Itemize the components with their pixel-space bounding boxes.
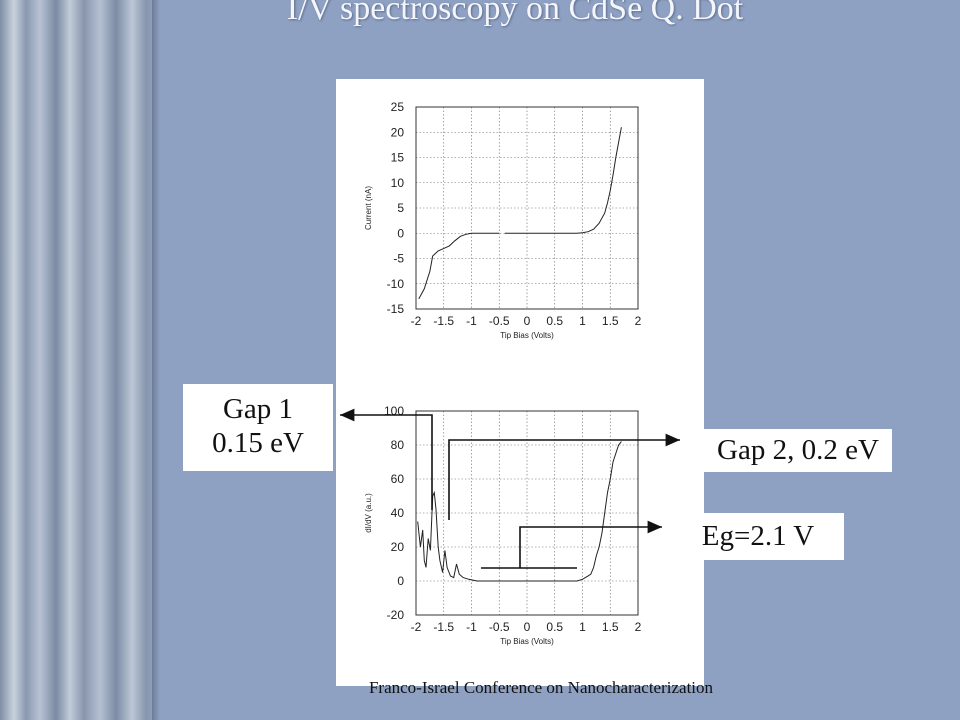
y-tick-label: -20	[387, 608, 405, 622]
plot-frame	[415, 410, 639, 616]
x-tick-label: -1	[466, 314, 477, 328]
y-tick-label: 40	[391, 506, 405, 520]
eg-label: Eg=2.1 V	[672, 513, 844, 560]
gap1-title: Gap 1	[222, 393, 294, 425]
y-tick-label: 60	[391, 472, 405, 486]
y-axis-label: dI/dV (a.u.)	[364, 493, 373, 533]
series-line	[504, 127, 622, 234]
y-tick-label: 20	[391, 540, 405, 554]
x-tick-label: -2	[411, 314, 422, 328]
gap2-arrow	[448, 433, 680, 520]
y-tick-label: -15	[387, 302, 405, 316]
x-tick-label: 1.5	[602, 314, 619, 328]
x-tick-label: 1.5	[602, 620, 619, 634]
y-axis-label: Current (nA)	[364, 186, 373, 230]
eg-arrow	[519, 520, 662, 568]
x-tick-label: 1	[579, 620, 586, 634]
y-tick-label: 10	[391, 176, 405, 190]
y-tick-label: 80	[391, 438, 405, 452]
decorative-side-rail	[0, 0, 160, 720]
x-tick-label: 0.5	[546, 620, 563, 634]
rail-shadow	[152, 0, 160, 720]
y-tick-label: 15	[391, 151, 405, 165]
scanned-figure: -2 -1.5 -1 -0.5 0 0.5 1 1.5 2 25 20 15 10 5 0 -5 -10 -15 T…	[336, 79, 704, 686]
gap1-value: 0.15 eV	[212, 427, 304, 459]
y-tick-label: 5	[397, 201, 404, 215]
y-tick-label: 20	[391, 125, 405, 139]
y-tick-label: 0	[397, 226, 404, 240]
x-tick-label: -1	[466, 620, 477, 634]
x-tick-label: -2	[411, 620, 422, 634]
x-tick-label: 2	[635, 314, 642, 328]
gap2-label: Gap 2, 0.2 eV	[704, 429, 892, 472]
y-tick-label: 25	[391, 100, 405, 114]
x-tick-label: -0.5	[489, 620, 510, 634]
x-tick-label: 0	[524, 620, 531, 634]
gap1-arrow	[340, 408, 433, 510]
x-tick-label: -1.5	[433, 314, 454, 328]
series-line	[418, 232, 500, 300]
x-axis-label: Tip Bias (Volts)	[500, 331, 554, 340]
y-tick-label: -10	[387, 277, 405, 291]
x-tick-label: -1.5	[433, 620, 454, 634]
x-tick-label: 0.5	[546, 314, 563, 328]
x-axis-label: Tip Bias (Volts)	[500, 637, 554, 646]
plot-frame	[415, 106, 639, 310]
x-tick-label: 0	[524, 314, 531, 328]
slide-title: I/V spectroscopy on CdSe Q. Dot	[286, 0, 744, 27]
footer-caption: Franco-Israel Conference on Nanocharacte…	[368, 678, 714, 697]
gap1-label: Gap 1 0.15 eV	[183, 384, 333, 471]
x-tick-label: 2	[635, 620, 642, 634]
y-tick-label: 0	[397, 574, 404, 588]
x-tick-label: -0.5	[489, 314, 510, 328]
x-tick-label: 1	[579, 314, 586, 328]
y-tick-label: -5	[393, 252, 404, 266]
